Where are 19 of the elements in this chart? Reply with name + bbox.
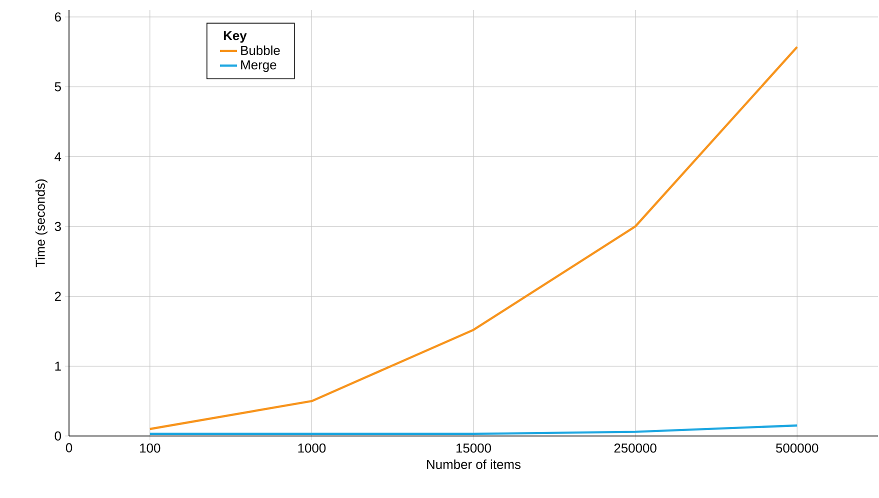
y-tick-label: 6 (54, 12, 61, 22)
x-axis-title: Number of items (427, 460, 521, 470)
y-tick-label: 1 (55, 362, 61, 371)
x-tick-label: 15000 (456, 444, 492, 453)
y-tick-label: 0 (54, 431, 61, 441)
x-tick-label: 250000 (614, 444, 656, 453)
y-tick-label: 4 (54, 152, 62, 162)
x-tick-label: 1000 (298, 444, 326, 453)
text: 0 (66, 443, 72, 452)
legend-label: Merge (241, 60, 276, 72)
x-tick-label: 500000 (776, 444, 818, 453)
x-tick-label: 100 (140, 444, 160, 453)
y-axis-title: Time (seconds) (35, 179, 48, 268)
y-tick-label: 5 (54, 82, 61, 92)
legend-label: Bubble (241, 46, 280, 56)
legend-title: Key (224, 31, 247, 43)
y-tick-label: 2 (54, 292, 61, 301)
line-series (148, 46, 798, 430)
y-tick-label: 3 (54, 222, 61, 232)
